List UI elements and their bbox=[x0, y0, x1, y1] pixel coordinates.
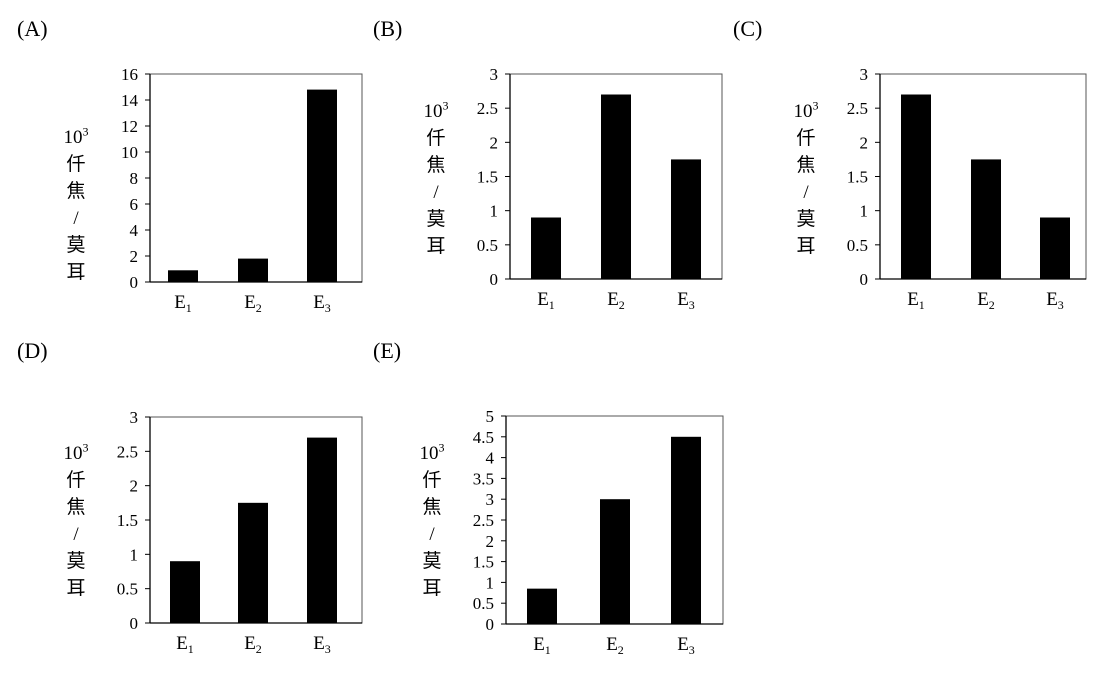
category-label-e-3: E3 bbox=[677, 634, 695, 657]
bar-d-1 bbox=[170, 561, 200, 623]
category-label-d-2: E2 bbox=[244, 633, 262, 656]
y-tick-label-d-3: 1.5 bbox=[117, 511, 138, 530]
y-tick-label-d-5: 2.5 bbox=[117, 442, 138, 461]
bar-b-2 bbox=[601, 94, 631, 279]
y-tick-label-e-8: 4 bbox=[486, 449, 495, 468]
y-tick-label-b-3: 1.5 bbox=[477, 168, 498, 187]
y-tick-label-a-7: 14 bbox=[121, 91, 139, 110]
category-label-e-1: E1 bbox=[533, 634, 551, 657]
y-tick-label-b-0: 0 bbox=[490, 270, 499, 289]
panel-label-e: (E) bbox=[373, 338, 402, 363]
y-tick-label-e-10: 5 bbox=[486, 407, 495, 426]
bar-e-2 bbox=[600, 499, 630, 624]
y-tick-label-a-3: 6 bbox=[130, 195, 139, 214]
y-tick-label-a-5: 10 bbox=[121, 143, 138, 162]
category-label-b-3: E3 bbox=[677, 289, 695, 312]
bar-c-2 bbox=[971, 159, 1001, 279]
bar-c-1 bbox=[901, 94, 931, 279]
y-tick-label-c-5: 2.5 bbox=[847, 99, 868, 118]
y-tick-label-d-0: 0 bbox=[130, 614, 139, 633]
category-label-d-1: E1 bbox=[176, 633, 194, 656]
bar-e-1 bbox=[527, 588, 557, 624]
y-tick-label-e-7: 3.5 bbox=[473, 469, 494, 488]
y-tick-label-e-2: 1 bbox=[486, 573, 495, 592]
bar-b-1 bbox=[531, 217, 561, 279]
panel-label-c: (C) bbox=[733, 16, 763, 41]
category-label-d-3: E3 bbox=[313, 633, 331, 656]
bar-d-2 bbox=[238, 502, 268, 623]
category-label-c-1: E1 bbox=[907, 289, 925, 312]
y-tick-label-c-0: 0 bbox=[860, 270, 869, 289]
panel-label-b: (B) bbox=[373, 16, 403, 41]
y-axis-label-c: 103 仟 焦 / 莫 耳 bbox=[793, 98, 819, 257]
category-label-c-2: E2 bbox=[977, 289, 995, 312]
y-tick-label-a-8: 16 bbox=[121, 65, 138, 84]
y-tick-label-b-6: 3 bbox=[490, 65, 499, 84]
y-tick-label-b-5: 2.5 bbox=[477, 99, 498, 118]
panel-label-a: (A) bbox=[17, 16, 48, 41]
y-tick-label-a-1: 2 bbox=[130, 247, 139, 266]
y-axis-label-b: 103 仟 焦 / 莫 耳 bbox=[423, 98, 449, 257]
bar-a-1 bbox=[168, 270, 198, 282]
y-tick-label-d-1: 0.5 bbox=[117, 580, 138, 599]
panel-label-d: (D) bbox=[17, 338, 48, 363]
y-tick-label-e-1: 0.5 bbox=[473, 594, 494, 613]
category-label-b-1: E1 bbox=[537, 289, 555, 312]
y-tick-label-d-4: 2 bbox=[130, 477, 139, 496]
category-label-c-3: E3 bbox=[1046, 289, 1064, 312]
y-tick-label-b-1: 0.5 bbox=[477, 236, 498, 255]
y-tick-label-d-2: 1 bbox=[130, 545, 139, 564]
y-tick-label-a-6: 12 bbox=[121, 117, 138, 136]
y-tick-label-a-4: 8 bbox=[130, 169, 139, 188]
y-tick-label-d-6: 3 bbox=[130, 408, 139, 427]
y-tick-label-c-1: 0.5 bbox=[847, 236, 868, 255]
bar-a-2 bbox=[238, 258, 268, 282]
y-tick-label-a-0: 0 bbox=[130, 273, 139, 292]
category-label-b-2: E2 bbox=[607, 289, 625, 312]
y-tick-label-e-5: 2.5 bbox=[473, 511, 494, 530]
y-tick-label-e-9: 4.5 bbox=[473, 428, 494, 447]
y-axis-label-a: 103 仟 焦 / 莫 耳 bbox=[63, 124, 89, 283]
y-tick-label-e-3: 1.5 bbox=[473, 553, 494, 572]
y-tick-label-c-3: 1.5 bbox=[847, 168, 868, 187]
y-tick-label-e-6: 3 bbox=[486, 490, 495, 509]
y-tick-label-e-4: 2 bbox=[486, 532, 495, 551]
bar-c-3 bbox=[1040, 217, 1070, 279]
y-axis-label-e: 103 仟 焦 / 莫 耳 bbox=[419, 440, 445, 599]
y-tick-label-c-4: 2 bbox=[860, 133, 869, 152]
y-axis-label-d: 103 仟 焦 / 莫 耳 bbox=[63, 440, 89, 599]
y-tick-label-c-2: 1 bbox=[860, 202, 869, 221]
category-label-a-3: E3 bbox=[313, 292, 331, 315]
y-tick-label-b-4: 2 bbox=[490, 133, 499, 152]
bar-d-3 bbox=[307, 437, 337, 623]
bar-e-3 bbox=[671, 436, 701, 624]
bar-b-3 bbox=[671, 159, 701, 279]
y-tick-label-a-2: 4 bbox=[130, 221, 139, 240]
category-label-e-2: E2 bbox=[606, 634, 624, 657]
y-tick-label-e-0: 0 bbox=[486, 615, 495, 634]
category-label-a-1: E1 bbox=[174, 292, 192, 315]
y-tick-label-b-2: 1 bbox=[490, 202, 499, 221]
bar-a-3 bbox=[307, 89, 337, 282]
y-tick-label-c-6: 3 bbox=[860, 65, 869, 84]
category-label-a-2: E2 bbox=[244, 292, 262, 315]
